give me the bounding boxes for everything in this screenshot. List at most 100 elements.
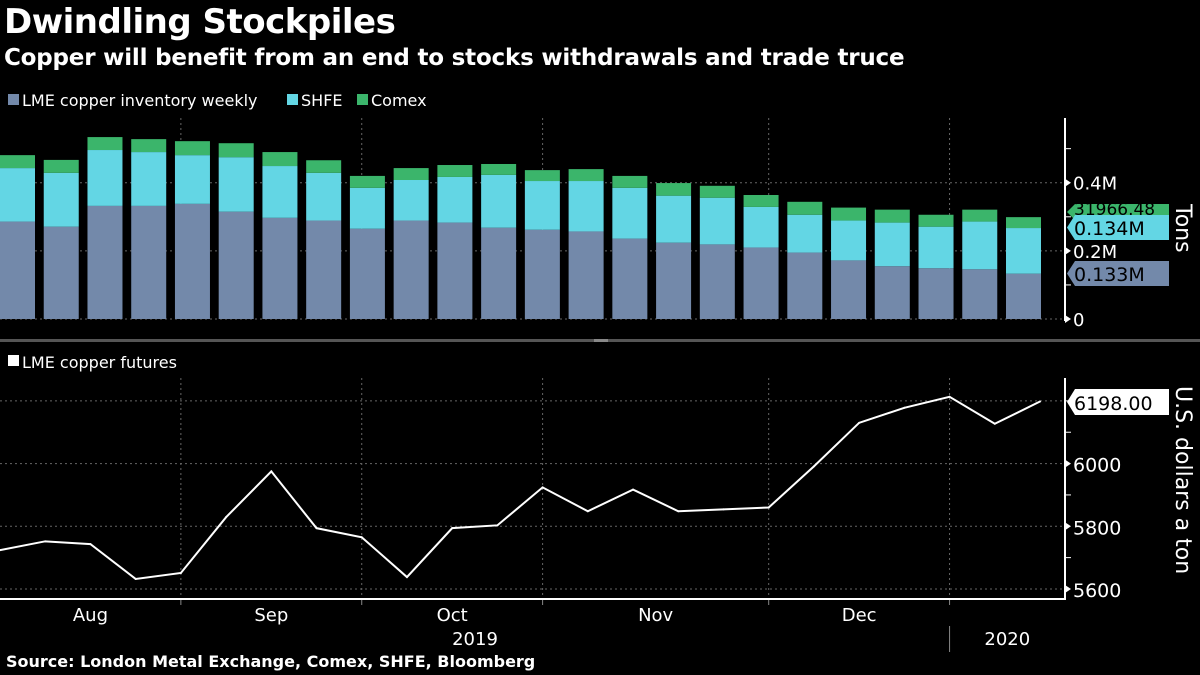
bar-shfe	[874, 222, 910, 267]
y-tick-label: 5800	[1073, 517, 1121, 539]
source-note: Source: London Metal Exchange, Comex, SH…	[6, 652, 536, 671]
top-bars	[0, 137, 1041, 319]
bar-shfe	[262, 166, 298, 218]
top-y-axis: 0 0.2M 0.4M	[1064, 118, 1117, 331]
bar-lme	[349, 228, 385, 319]
bar-shfe	[743, 206, 779, 248]
bar-lme	[743, 247, 779, 319]
tick-mark	[1065, 315, 1071, 323]
bar-comex	[393, 168, 429, 181]
bar-shfe	[656, 195, 692, 243]
futures-last-tag-label: 6198.00	[1074, 393, 1153, 415]
bar-shfe	[87, 150, 123, 206]
tick-mark	[1065, 178, 1071, 187]
bar-shfe	[568, 181, 604, 232]
bar-comex	[43, 159, 79, 173]
x-year-label: 2020	[984, 629, 1030, 650]
futures-point	[677, 510, 680, 513]
legend-swatch-comex	[357, 94, 368, 105]
futures-point	[1039, 400, 1041, 403]
bar-comex	[699, 185, 735, 198]
bar-lme	[437, 222, 473, 319]
x-axis: Aug Sep Oct Nov Dec 2019 2020	[0, 598, 1065, 652]
shfe-last-tag	[1067, 215, 1169, 240]
legend-swatch-lme	[8, 94, 19, 105]
x-tick-label: Sep	[254, 605, 288, 626]
bar-lme	[174, 203, 210, 319]
bar-shfe	[831, 220, 867, 261]
bar-shfe	[962, 221, 998, 270]
bar-shfe	[43, 172, 79, 227]
bar-shfe	[481, 174, 517, 228]
chart-subtitle: Copper will benefit from an end to stock…	[4, 45, 905, 71]
bar-shfe	[393, 180, 429, 221]
bar-comex	[831, 207, 867, 221]
bar-comex	[787, 201, 823, 215]
bar-lme	[874, 266, 910, 319]
futures-point	[541, 486, 544, 489]
bar-lme	[699, 244, 735, 319]
futures-point	[134, 577, 137, 580]
bar-comex	[743, 194, 779, 207]
bar-comex	[262, 152, 298, 167]
bar-lme	[43, 226, 79, 319]
bar-shfe	[787, 214, 823, 253]
futures-point	[270, 470, 273, 473]
bottom-y-axis: 5600 5800 6000	[1064, 378, 1121, 602]
bar-comex	[612, 175, 648, 188]
legend-swatch-futures	[8, 355, 19, 366]
y-tick-label: 0.2M	[1073, 242, 1117, 263]
bar-lme	[612, 238, 648, 319]
legend-label-lme: LME copper inventory weekly	[22, 91, 258, 110]
futures-point	[0, 549, 1, 552]
divider-handle[interactable]	[594, 339, 608, 342]
bar-comex	[131, 139, 167, 153]
tick-mark	[1065, 459, 1071, 468]
y-tick-label: 6000	[1073, 455, 1121, 477]
futures-point	[315, 527, 318, 530]
tick-mark	[1065, 246, 1071, 255]
x-tick-label: Oct	[437, 605, 468, 626]
futures-line	[0, 395, 1041, 580]
bar-comex	[218, 143, 254, 158]
top-y-axis-title: Tons	[1170, 203, 1195, 253]
bar-lme	[481, 227, 517, 319]
futures-point	[451, 527, 454, 530]
x-tick-label: Dec	[842, 605, 877, 626]
bar-lme	[918, 268, 954, 319]
bar-shfe	[306, 172, 342, 221]
shfe-last-tag-label: 0.134M	[1074, 218, 1145, 240]
futures-point	[360, 536, 363, 539]
bar-lme	[787, 252, 823, 319]
bar-comex	[0, 155, 35, 169]
bar-lme	[524, 229, 560, 319]
tick-mark	[1065, 522, 1071, 531]
futures-point	[405, 576, 408, 579]
bottom-gridlines	[0, 378, 1065, 599]
bar-comex	[874, 209, 910, 223]
bar-shfe	[349, 187, 385, 229]
bottom-line	[0, 395, 1041, 580]
y-tick-label: 0	[1073, 310, 1084, 331]
futures-point	[89, 543, 92, 546]
bar-lme	[306, 220, 342, 319]
legend-swatch-shfe	[287, 94, 298, 105]
futures-point	[903, 406, 906, 409]
bar-lme	[393, 220, 429, 319]
lme-last-tag-label: 0.133M	[1074, 264, 1145, 286]
bar-lme	[0, 221, 35, 319]
bar-shfe	[1006, 228, 1041, 274]
x-tick-label: Aug	[73, 605, 108, 626]
bar-shfe	[699, 197, 735, 245]
bar-comex	[568, 169, 604, 182]
legend-label-shfe: SHFE	[301, 91, 343, 110]
bar-lme	[962, 269, 998, 319]
futures-point	[858, 421, 861, 424]
bar-comex	[349, 175, 385, 188]
futures-point	[948, 395, 951, 398]
bar-shfe	[0, 168, 35, 222]
futures-last-tag	[1067, 389, 1169, 415]
bar-lme	[1006, 273, 1041, 319]
